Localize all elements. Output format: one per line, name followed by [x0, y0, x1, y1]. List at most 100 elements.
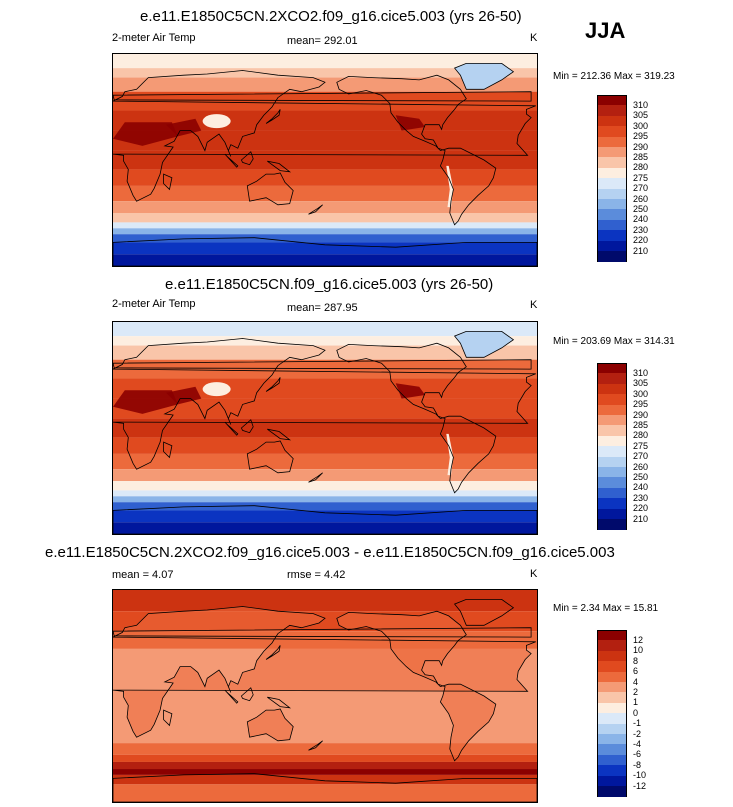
colorbar-tick-label: 260 — [633, 193, 649, 204]
colorbar-tick-label: 295 — [633, 131, 649, 142]
panel-1-units-label: K — [530, 32, 538, 44]
warming-band — [113, 754, 537, 762]
warming-band — [113, 590, 537, 612]
temperature-band — [113, 510, 537, 523]
colorbar-swatch — [597, 167, 627, 179]
colorbar-swatch — [597, 415, 627, 426]
colorbar-tick-label: 305 — [633, 110, 649, 121]
warming-band — [113, 774, 537, 785]
colorbar-tick-label: 295 — [633, 399, 649, 410]
temperature-band — [113, 469, 537, 481]
panel-1-variable-label: 2-meter Air Temp — [112, 32, 196, 44]
colorbar-tick-label: -6 — [633, 749, 642, 760]
colorbar-tick-label: 230 — [633, 224, 649, 235]
temperature-band — [113, 254, 537, 266]
colorbar-swatch — [597, 157, 627, 169]
colorbar-tick-label: 230 — [633, 492, 649, 503]
colorbar-swatch — [597, 136, 627, 148]
warming-band — [113, 769, 537, 775]
temperature-band — [113, 418, 537, 438]
temperature-band — [113, 242, 537, 255]
colorbar-swatch — [597, 373, 627, 385]
colorbar-tick-label: -1 — [633, 718, 642, 729]
temperature-band — [113, 150, 537, 170]
colorbar-tick-label: 4 — [633, 676, 639, 687]
colorbar-swatch — [597, 775, 627, 787]
colorbar-swatch — [597, 188, 627, 200]
temperature-band — [113, 345, 537, 360]
panel-2-title: e.e11.E1850C5CN.f09_g16.cice5.003 (yrs 2… — [165, 276, 494, 293]
colorbar-swatch — [597, 786, 627, 797]
colorbar-swatch — [597, 446, 627, 458]
colorbar-tick-label: 290 — [633, 409, 649, 420]
colorbar-tick-label: 300 — [633, 120, 649, 131]
panel-1-title: e.e11.E1850C5CN.2XCO2.f09_g16.cice5.003 … — [140, 8, 522, 25]
panel-3-rmse-label: rmse = 4.42 — [287, 569, 346, 581]
temperature-band — [113, 322, 537, 337]
colorbar-swatch — [597, 754, 627, 766]
colorbar-swatch — [597, 383, 627, 395]
temperature-band — [113, 522, 537, 534]
temperature-band — [113, 222, 537, 229]
colorbar-swatch — [597, 404, 627, 416]
colorbar-swatch — [597, 251, 627, 262]
colorbar-tick-label: -2 — [633, 728, 642, 739]
colorbar-swatch — [597, 519, 627, 530]
colorbar-tick-label: 310 — [633, 367, 649, 378]
colorbar-swatch — [597, 363, 627, 374]
panel-2-temperature-map — [112, 321, 538, 535]
panel-3-units-label: K — [530, 568, 538, 580]
colorbar-tick-label: 270 — [633, 451, 649, 462]
colorbar-swatch — [597, 95, 627, 106]
panel-2-variable-label: 2-meter Air Temp — [112, 298, 196, 310]
temperature-band — [113, 201, 537, 213]
colorbar-swatch — [597, 661, 627, 673]
colorbar-swatch — [597, 477, 627, 489]
temperature-band — [113, 437, 537, 454]
panel-2-minmax-label: Min = 203.69 Max = 314.31 — [553, 336, 675, 347]
colorbar-swatch — [597, 713, 627, 725]
colorbar-tick-label: 6 — [633, 666, 639, 677]
colorbar-tick-label: 275 — [633, 440, 649, 451]
greenland-cold-region — [454, 63, 514, 90]
colorbar-swatch — [597, 702, 627, 714]
temperature-band — [113, 77, 537, 92]
colorbar-swatch — [597, 425, 627, 437]
warming-band — [113, 743, 537, 755]
temperature-band — [113, 54, 537, 69]
colorbar-tick-label: 290 — [633, 141, 649, 152]
coastlines — [113, 331, 537, 534]
colorbar-swatch — [597, 115, 627, 127]
panel-3-difference-map — [112, 589, 538, 803]
colorbar-tick-label: 250 — [633, 203, 649, 214]
colorbar-swatch — [597, 723, 627, 735]
colorbar-swatch — [597, 456, 627, 468]
colorbar-swatch — [597, 219, 627, 231]
colorbar-swatch — [597, 126, 627, 138]
colorbar-tick-label: 280 — [633, 162, 649, 173]
temperature-band — [113, 398, 537, 419]
panel-1-temperature-map — [112, 53, 538, 267]
colorbar-tick-label: 0 — [633, 707, 639, 718]
temperature-band — [113, 213, 537, 223]
temperature-band — [113, 453, 537, 470]
colorbar-swatch — [597, 734, 627, 745]
temperature-band — [113, 502, 537, 511]
colorbar-swatch — [597, 692, 627, 704]
colorbar-swatch — [597, 105, 627, 117]
colorbar-swatch — [597, 671, 627, 683]
warming-band — [113, 784, 537, 802]
temperature-band — [113, 130, 537, 151]
colorbar-tick-label: 8 — [633, 655, 639, 666]
colorbar-tick-label: 220 — [633, 503, 649, 514]
colorbar-tick-label: 260 — [633, 461, 649, 472]
greenland-cold-region — [454, 331, 514, 358]
colorbar-tick-label: -4 — [633, 738, 642, 749]
colorbar-tick-label: 285 — [633, 151, 649, 162]
colorbar-swatch — [597, 178, 627, 190]
map-canvas — [113, 54, 537, 266]
panel-2-units-label: K — [530, 299, 538, 311]
colorbar-swatch — [597, 508, 627, 520]
tibetan-plateau-cold-spot — [202, 114, 231, 129]
map-canvas — [113, 590, 537, 802]
